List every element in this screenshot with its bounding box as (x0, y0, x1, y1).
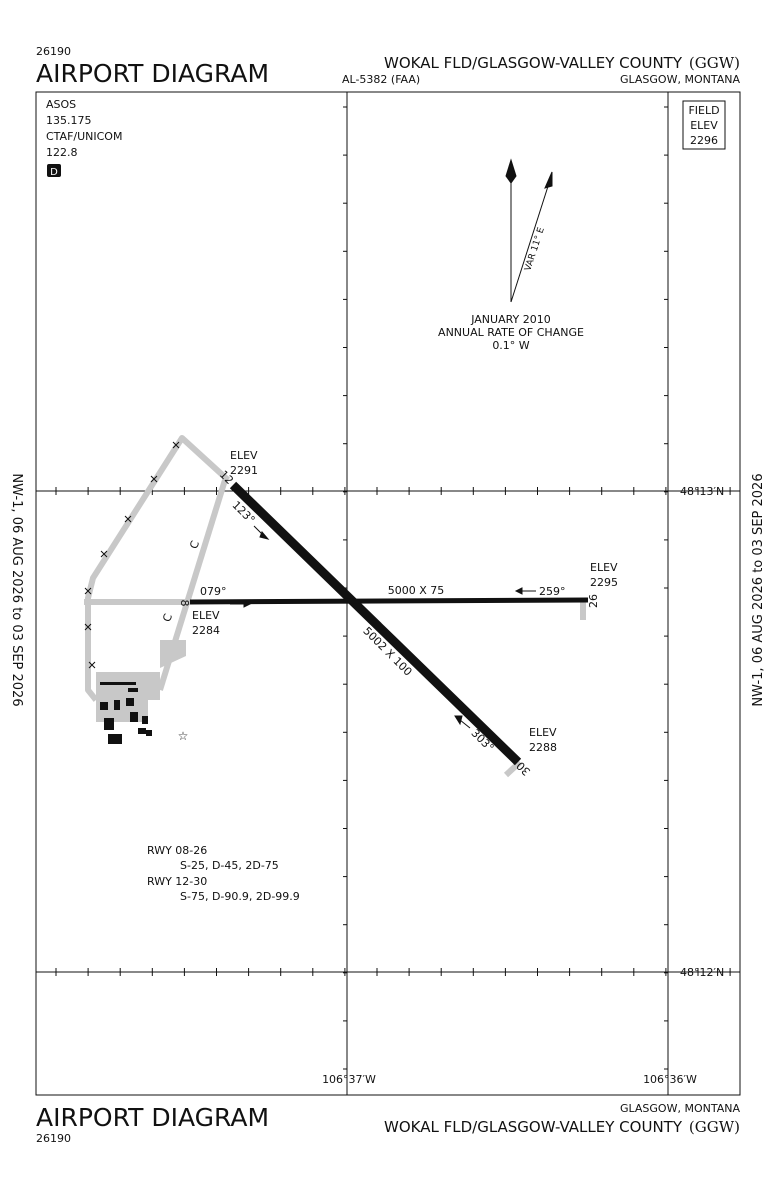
procedure: AL-5382 (FAA) (342, 73, 420, 86)
runway-data: S-75, D-90.9, 2D-99.9 (180, 890, 300, 903)
latitude: 48°13′N (680, 485, 724, 498)
comm: CTAF/UNICOM (46, 130, 122, 143)
field-elev-box (682, 100, 726, 150)
taxiway-label: C (160, 612, 175, 624)
apron (96, 640, 186, 722)
frame (35, 91, 741, 1096)
latitude: 48°12′N (680, 966, 724, 979)
badge-text: D (50, 167, 58, 178)
comm: 122.8 (46, 146, 78, 159)
ident: (GGW) (689, 54, 740, 72)
runway-data: RWY 12-30 (147, 875, 207, 888)
location: GLASGOW, MONTANA (620, 73, 740, 86)
graticule-ticks (55, 106, 731, 1070)
runway-number: 8 (178, 600, 191, 607)
hold-marks (84, 441, 180, 669)
buildings (100, 682, 152, 744)
elev: ELEV (230, 449, 258, 462)
elev: 2288 (529, 741, 557, 754)
magvar-note: 0.1° W (492, 339, 529, 352)
badge (47, 164, 61, 177)
longitude: 106°37′W (322, 1073, 376, 1086)
comm: 135.175 (46, 114, 92, 127)
heading: 079° (200, 585, 227, 598)
heading: 259° (539, 585, 566, 598)
variation: VAR 11° E (523, 226, 547, 273)
airport-name: WOKAL FLD/GLASGOW-VALLEY COUNTY (384, 1118, 683, 1136)
runway-08-26 (189, 597, 589, 605)
location: GLASGOW, MONTANA (620, 1102, 740, 1115)
longitude: 106°36′W (643, 1073, 697, 1086)
taxiway-label: C (187, 539, 202, 551)
heading-arrows (230, 525, 536, 729)
elev: ELEV (192, 609, 220, 622)
ident: (GGW) (689, 1118, 740, 1136)
elev: 2291 (230, 464, 258, 477)
side-label: NW-1, 06 AUG 2026 to 03 SEP 2026 (751, 473, 766, 706)
runway-12-30 (229, 481, 522, 766)
field-elev: ELEV (690, 119, 718, 132)
side-label: NW-1, 06 AUG 2026 to 03 SEP 2026 (9, 473, 24, 706)
title: AIRPORT DIAGRAM (36, 1103, 269, 1132)
comm: ASOS (46, 98, 76, 111)
magvar-note: ANNUAL RATE OF CHANGE (438, 326, 584, 339)
airport-name: WOKAL FLD/GLASGOW-VALLEY COUNTY (384, 54, 683, 72)
elev: 2295 (590, 576, 618, 589)
north-arrows (505, 158, 553, 303)
elev: 2284 (192, 624, 220, 637)
chart-number: 26190 (36, 1132, 71, 1145)
runway-number: 26 (587, 594, 600, 608)
runway-data: RWY 08-26 (147, 844, 207, 857)
field-elev: 2296 (690, 134, 718, 147)
title: AIRPORT DIAGRAM (36, 59, 269, 88)
runway-dims: 5000 X 75 (388, 584, 445, 597)
taxiways (84, 435, 586, 778)
chart-number: 26190 (36, 45, 71, 58)
runway-data: S-25, D-45, 2D-75 (180, 859, 279, 872)
field-elev: FIELD (688, 104, 719, 117)
magvar-note: JANUARY 2010 (470, 313, 551, 326)
elev: ELEV (590, 561, 618, 574)
elev: ELEV (529, 726, 557, 739)
beacon: ☆ (178, 729, 189, 743)
